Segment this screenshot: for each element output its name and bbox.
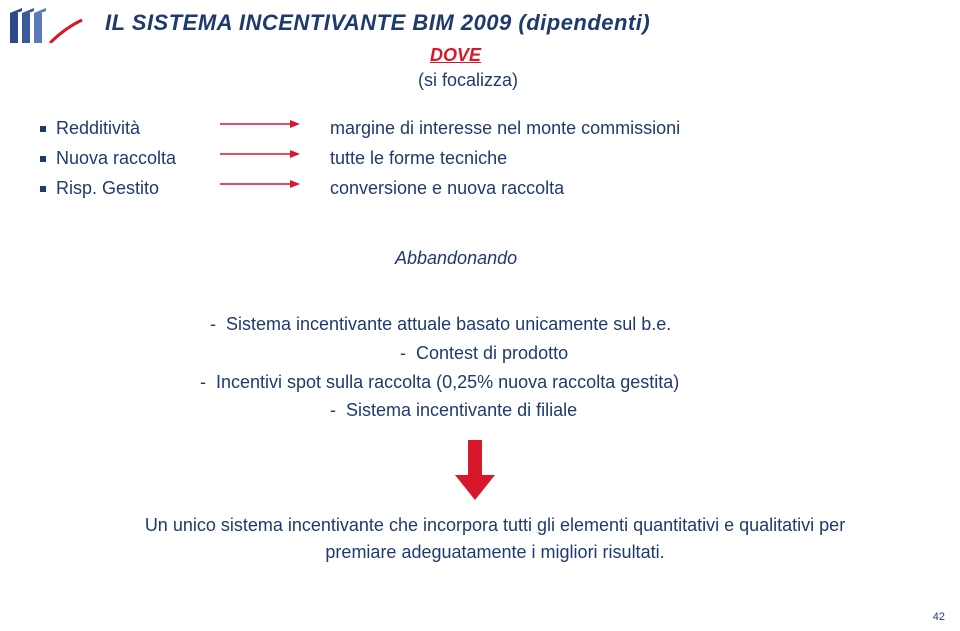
logo (10, 8, 85, 43)
row-value: conversione e nuova raccolta (330, 178, 564, 199)
list-item: - Sistema incentivante di filiale (330, 396, 679, 425)
bullet-icon (40, 186, 46, 192)
row-label: Redditività (56, 118, 216, 139)
bullet-row: Risp. Gestito (40, 178, 216, 199)
list-item: - Incentivi spot sulla raccolta (0,25% n… (200, 368, 679, 397)
row-value: tutte le forme tecniche (330, 148, 507, 169)
row-value: margine di interesse nel monte commissio… (330, 118, 680, 139)
dash-icon: - (330, 396, 336, 425)
arrow-icon (220, 118, 300, 130)
subtitle-focalizza: (si focalizza) (418, 70, 518, 91)
down-arrow-icon (450, 440, 500, 500)
list-item: - Sistema incentivante attuale basato un… (210, 310, 679, 339)
list-text: Sistema incentivante attuale basato unic… (226, 310, 671, 339)
dash-icon: - (210, 310, 216, 339)
footer-text: Un unico sistema incentivante che incorp… (110, 512, 880, 566)
bullet-row: Redditività (40, 118, 216, 139)
dash-list: - Sistema incentivante attuale basato un… (210, 310, 679, 425)
row-label: Risp. Gestito (56, 178, 216, 199)
row-label: Nuova raccolta (56, 148, 216, 169)
arrow-icon (220, 178, 300, 190)
list-item: - Contest di prodotto (400, 339, 679, 368)
bullet-icon (40, 156, 46, 162)
dash-icon: - (200, 368, 206, 397)
bullet-icon (40, 126, 46, 132)
arrow-icon (220, 148, 300, 160)
bullet-row: Nuova raccolta (40, 148, 216, 169)
list-text: Incentivi spot sulla raccolta (0,25% nuo… (216, 368, 679, 397)
subtitle-dove: DOVE (430, 45, 481, 66)
page-number: 42 (933, 611, 945, 623)
abbandonando-label: Abbandonando (395, 248, 517, 269)
list-text: Sistema incentivante di filiale (346, 396, 577, 425)
page-title: IL SISTEMA INCENTIVANTE BIM 2009 (dipend… (105, 10, 650, 36)
list-text: Contest di prodotto (416, 339, 568, 368)
dash-icon: - (400, 339, 406, 368)
